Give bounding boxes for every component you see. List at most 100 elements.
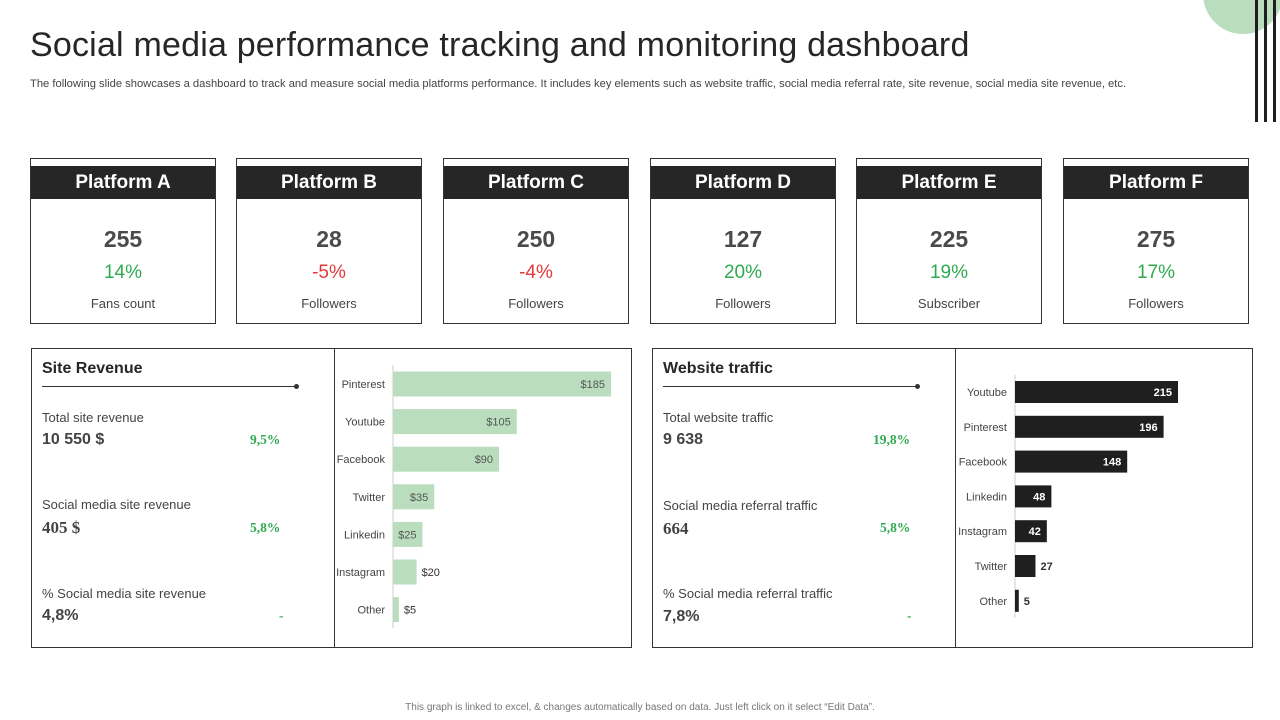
platform-metric-label: Followers <box>508 296 564 311</box>
platform-card-b: Platform B 28 -5% Followers <box>236 158 422 324</box>
page-title: Social media performance tracking and mo… <box>30 26 970 64</box>
bar-value-label: 148 <box>1103 457 1121 469</box>
pct-social-site-revenue-change: - <box>279 608 284 623</box>
page-subtitle: The following slide showcases a dashboar… <box>30 78 1127 90</box>
decorative-line <box>1273 0 1276 122</box>
social-referral-traffic-change: 5,8% <box>880 520 911 535</box>
platform-value: 275 <box>1136 226 1176 252</box>
bar-value-label: 27 <box>1040 561 1052 573</box>
platform-metric-label: Fans count <box>90 296 156 311</box>
platform-value: 28 <box>316 226 342 252</box>
decorative-line <box>1264 0 1267 122</box>
pct-social-referral-traffic-change: - <box>907 608 912 623</box>
platform-change: 17% <box>1136 262 1176 283</box>
total-site-revenue-value: 10 550 $ <box>42 431 105 448</box>
platform-name: Platform F <box>1064 166 1248 199</box>
total-site-revenue-change: 9,5% <box>250 432 281 447</box>
bar-category-label: Instagram <box>336 567 385 579</box>
bar-category-label: Youtube <box>345 417 385 429</box>
bar-value-label: $185 <box>581 379 605 391</box>
social-site-revenue-label: Social media site revenue <box>42 497 191 512</box>
bar-value-label: 48 <box>1033 491 1045 503</box>
panel-divider <box>955 349 956 647</box>
bar <box>1015 520 1047 543</box>
platform-metric-label: Followers <box>715 296 771 311</box>
bar-category-label: Twitter <box>353 492 386 504</box>
social-site-revenue-change: 5,8% <box>250 520 281 535</box>
bar-value-label: $25 <box>398 529 416 541</box>
social-referral-traffic-label: Social media referral traffic <box>663 498 818 513</box>
platform-card-d: Platform D 127 20% Followers <box>650 158 836 324</box>
bar-value-label: 215 <box>1154 387 1172 399</box>
title-rule-dot <box>915 384 920 389</box>
total-website-traffic-label: Total website traffic <box>663 410 774 425</box>
bar-value-label: $90 <box>475 454 493 466</box>
bar-value-label: $20 <box>422 567 440 579</box>
platform-name: Platform E <box>857 166 1041 199</box>
bar <box>1015 485 1052 508</box>
bar-value-label: $35 <box>410 492 428 504</box>
site-revenue-panel: Site Revenue Total site revenue 10 550 $… <box>31 348 632 648</box>
platform-value: 127 <box>723 226 763 252</box>
platform-name: Platform B <box>237 166 421 199</box>
total-site-revenue-label: Total site revenue <box>42 410 144 425</box>
bar <box>393 446 500 472</box>
pct-social-referral-traffic-value: 7,8% <box>663 608 700 625</box>
title-rule <box>663 386 917 387</box>
bar-category-label: Youtube <box>967 387 1007 399</box>
platform-value: 250 <box>516 226 556 252</box>
bar <box>393 597 399 623</box>
platform-card-f: Platform F 275 17% Followers <box>1063 158 1249 324</box>
platform-metric-label: Followers <box>1128 296 1184 311</box>
bar <box>393 409 517 435</box>
bar-category-label: Linkedin <box>966 491 1007 503</box>
platform-card-a: Platform A 255 14% Fans count <box>30 158 216 324</box>
platform-name: Platform D <box>651 166 835 199</box>
social-referral-traffic-value: 664 <box>663 519 689 538</box>
platform-metric-label: Followers <box>301 296 357 311</box>
bar-category-label: Facebook <box>337 454 386 466</box>
bar-value-label: 196 <box>1139 422 1157 434</box>
bar-value-label: 5 <box>1024 596 1030 608</box>
title-rule-dot <box>294 384 299 389</box>
bar <box>393 521 423 547</box>
decorative-line <box>1255 0 1258 122</box>
bar <box>1015 450 1128 473</box>
platform-name: Platform C <box>444 166 628 199</box>
platform-change: -4% <box>519 262 553 283</box>
bar-category-label: Other <box>357 605 385 617</box>
bar <box>1015 555 1036 577</box>
social-site-revenue-value: 405 $ <box>42 518 81 537</box>
website-traffic-panel: Website traffic Total website traffic 9 … <box>652 348 1253 648</box>
site-revenue-bar-chart: Pinterest $185 Youtube $105 Facebook $90 Twitt… <box>336 365 611 629</box>
total-website-traffic-value: 9 638 <box>663 431 704 448</box>
pct-social-site-revenue-value: 4,8% <box>42 607 79 624</box>
platform-change: 19% <box>929 262 969 283</box>
platform-card-e: Platform E 225 19% Subscriber <box>856 158 1042 324</box>
website-traffic-bar-chart: Youtube 215 Pinterest 196 Facebook 148 Linkedi… <box>958 375 1178 618</box>
platform-change: 20% <box>723 262 763 283</box>
bar <box>393 484 435 510</box>
bar-category-label: Twitter <box>975 561 1008 573</box>
site-revenue-title: Site Revenue <box>42 360 143 377</box>
bar-category-label: Instagram <box>958 526 1007 538</box>
bar <box>1015 589 1019 612</box>
platform-value: 225 <box>929 226 969 252</box>
platform-metric-label: Subscriber <box>917 296 981 311</box>
footer-note: This graph is linked to excel, & changes… <box>405 702 875 713</box>
title-rule <box>42 386 296 387</box>
panel-divider <box>334 349 335 647</box>
platform-name: Platform A <box>31 166 215 199</box>
bar-value-label: 42 <box>1029 526 1041 538</box>
platform-value: 255 <box>103 226 143 252</box>
bar-category-label: Pinterest <box>342 379 385 391</box>
pct-social-referral-traffic-label: % Social media referral traffic <box>663 586 833 601</box>
bar-category-label: Facebook <box>959 457 1008 469</box>
website-traffic-title: Website traffic <box>663 360 773 377</box>
bar <box>1015 381 1178 403</box>
bar <box>393 371 611 397</box>
total-website-traffic-change: 19,8% <box>873 432 911 447</box>
bar-category-label: Pinterest <box>964 422 1007 434</box>
bar-category-label: Other <box>979 596 1007 608</box>
pct-social-site-revenue-label: % Social media site revenue <box>42 586 207 601</box>
